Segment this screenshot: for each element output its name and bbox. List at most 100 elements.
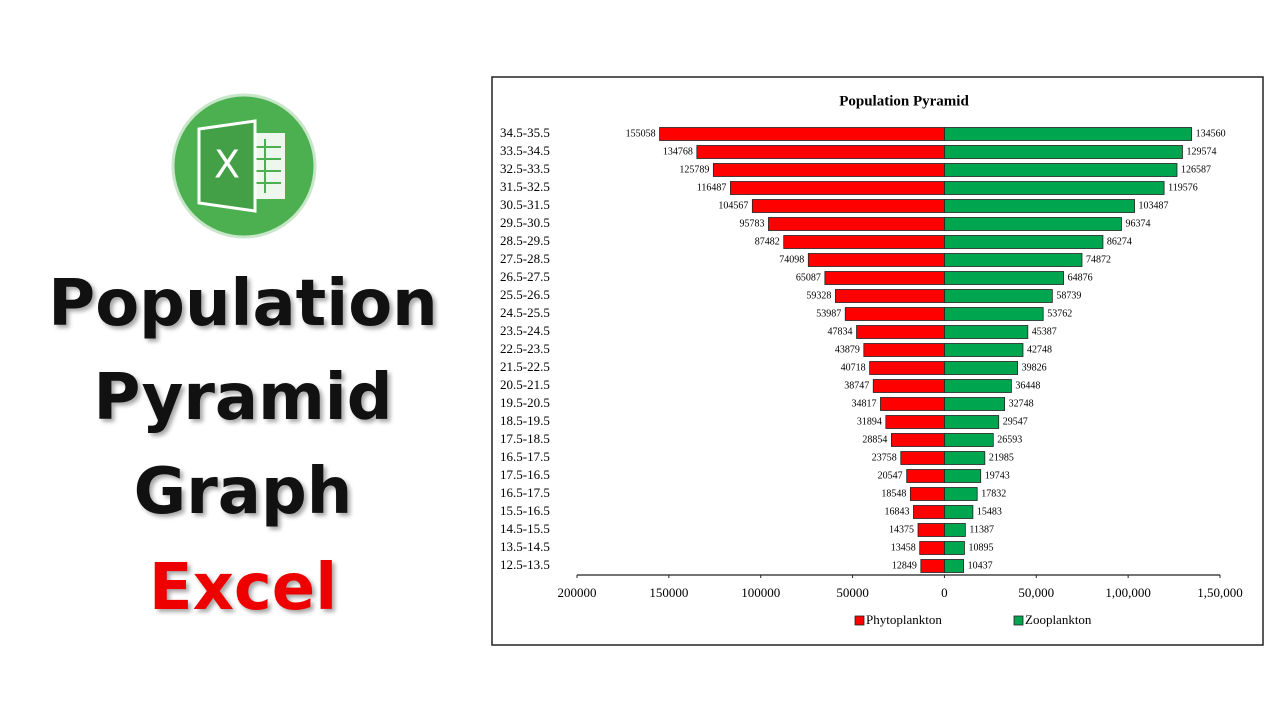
bar <box>944 397 1005 411</box>
bar <box>909 487 945 501</box>
category-label: 12.5-13.5 <box>500 557 550 572</box>
bar <box>944 235 1104 249</box>
bar <box>783 235 945 249</box>
value-label: 59328 <box>806 290 831 301</box>
value-label: 23758 <box>872 452 897 463</box>
bar <box>872 379 945 393</box>
category-label: 28.5-29.5 <box>500 233 550 248</box>
category-label: 29.5-30.5 <box>500 215 550 230</box>
value-label: 45387 <box>1032 326 1057 337</box>
excel-icon: X <box>171 93 317 239</box>
bar <box>835 289 945 303</box>
bar <box>920 559 945 573</box>
value-label: 29547 <box>1003 416 1028 427</box>
bar <box>944 415 1000 429</box>
bar <box>891 433 945 447</box>
category-label: 31.5-32.5 <box>500 179 550 194</box>
value-label: 11387 <box>969 524 994 535</box>
bar <box>880 397 945 411</box>
x-tick-label: 1,50,000 <box>1197 585 1243 600</box>
bar <box>944 505 974 519</box>
bar <box>856 325 945 339</box>
value-label: 10895 <box>968 542 993 553</box>
category-label: 17.5-18.5 <box>500 431 550 446</box>
bar <box>944 289 1053 303</box>
value-label: 28854 <box>862 434 887 445</box>
bar <box>944 343 1024 357</box>
value-label: 21985 <box>989 452 1014 463</box>
bar <box>730 181 945 195</box>
bar <box>944 379 1012 393</box>
value-label: 31894 <box>857 416 882 427</box>
bar <box>712 163 945 177</box>
category-label: 32.5-33.5 <box>500 161 550 176</box>
x-tick-label: 0 <box>941 585 948 600</box>
bar <box>944 523 966 537</box>
value-label: 126587 <box>1181 164 1211 175</box>
category-label: 26.5-27.5 <box>500 269 550 284</box>
value-label: 40718 <box>841 362 866 373</box>
bar <box>944 163 1178 177</box>
category-label: 33.5-34.5 <box>500 143 550 158</box>
value-label: 104567 <box>718 200 748 211</box>
bar <box>944 307 1044 321</box>
value-label: 20547 <box>878 470 903 481</box>
bar <box>751 199 945 213</box>
bar <box>944 487 978 501</box>
value-label: 47834 <box>828 326 853 337</box>
value-label: 95783 <box>739 218 764 229</box>
x-tick-label: 150000 <box>649 585 688 600</box>
value-label: 26593 <box>997 434 1022 445</box>
category-label: 17.5-16.5 <box>500 467 550 482</box>
value-label: 18548 <box>881 488 906 499</box>
category-label: 15.5-16.5 <box>500 503 550 518</box>
category-label: 21.5-22.5 <box>500 359 550 374</box>
bar <box>863 343 945 357</box>
value-label: 12849 <box>892 560 917 571</box>
value-label: 74098 <box>779 254 804 265</box>
chart-frame <box>491 76 1264 646</box>
bar <box>824 271 945 285</box>
bar <box>844 307 945 321</box>
x-tick-label: 50000 <box>836 585 869 600</box>
legend-label: Zooplankton <box>1025 612 1092 627</box>
bar <box>944 361 1018 375</box>
bar <box>906 469 945 483</box>
bar <box>944 271 1065 285</box>
value-label: 134768 <box>663 146 693 157</box>
value-label: 74872 <box>1086 254 1111 265</box>
value-label: 96374 <box>1125 218 1150 229</box>
bar <box>944 433 994 447</box>
category-label: 25.5-26.5 <box>500 287 550 302</box>
heading-line: Excel <box>148 551 338 625</box>
category-label: 22.5-23.5 <box>500 341 550 356</box>
category-label: 13.5-14.5 <box>500 539 550 554</box>
value-label: 64876 <box>1068 272 1093 283</box>
value-label: 116487 <box>697 182 727 193</box>
legend-label: Phytoplankton <box>866 612 942 627</box>
bar <box>696 145 945 159</box>
bar <box>944 217 1122 231</box>
value-label: 134560 <box>1196 128 1226 139</box>
heading-line: Graph <box>133 455 353 529</box>
heading-line: Population <box>48 267 438 341</box>
bar <box>944 199 1135 213</box>
value-label: 65087 <box>796 272 821 283</box>
value-label: 39826 <box>1022 362 1047 373</box>
value-label: 36448 <box>1015 380 1040 391</box>
legend-swatch <box>1013 615 1024 626</box>
category-label: 20.5-21.5 <box>500 377 550 392</box>
x-tick-label: 1,00,000 <box>1105 585 1151 600</box>
bar <box>807 253 945 267</box>
value-label: 103487 <box>1139 200 1169 211</box>
value-label: 129574 <box>1186 146 1216 157</box>
x-tick-label: 100000 <box>741 585 780 600</box>
x-tick-label: 50,000 <box>1018 585 1054 600</box>
bar <box>768 217 945 231</box>
value-label: 43879 <box>835 344 860 355</box>
bar <box>659 127 945 141</box>
value-label: 14375 <box>889 524 914 535</box>
value-label: 125789 <box>679 164 709 175</box>
value-label: 53762 <box>1047 308 1072 319</box>
